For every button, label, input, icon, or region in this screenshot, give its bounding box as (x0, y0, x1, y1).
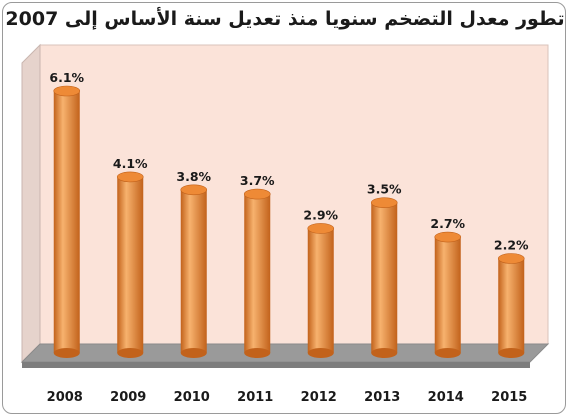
bar-body (434, 237, 461, 353)
bar-base (244, 348, 271, 358)
value-label-2012: 2.9% (303, 207, 338, 222)
bar-top (243, 188, 271, 200)
value-label-2014: 2.7% (430, 216, 465, 231)
bar-body (53, 91, 80, 353)
value-label-2009: 4.1% (113, 156, 148, 171)
bar-body (244, 194, 271, 353)
bar-base (371, 348, 398, 358)
bar-body (371, 202, 398, 353)
bar-top (53, 85, 81, 97)
value-label-2010: 3.8% (176, 169, 211, 184)
bar-body (117, 176, 144, 353)
bar-2015 (497, 253, 525, 358)
x-tick-2013: 2013 (364, 390, 400, 405)
x-tick-2009: 2009 (110, 390, 146, 405)
bar-body (307, 228, 334, 353)
bar-top (116, 171, 144, 183)
bar-2013 (370, 197, 398, 358)
bar-2012 (307, 223, 335, 358)
bar-body (498, 258, 525, 353)
x-tick-2014: 2014 (428, 390, 464, 405)
bar-base (180, 348, 207, 358)
x-tick-2010: 2010 (174, 390, 210, 405)
bars-group (53, 85, 525, 358)
chart-walls (20, 43, 550, 368)
value-label-2015: 2.2% (494, 238, 529, 253)
value-labels-group: 6.1% 4.1% 3.8% 3.7% 2.9% 3.5% 2.7% 2.2% (49, 70, 529, 253)
side-wall (21, 43, 41, 364)
value-label-2011: 3.7% (240, 173, 275, 188)
bar-top (434, 231, 462, 243)
back-wall (39, 44, 549, 345)
bar-top (370, 197, 398, 208)
x-tick-2012: 2012 (301, 390, 337, 405)
bar-base (53, 348, 80, 358)
x-tick-2011: 2011 (237, 390, 273, 405)
x-tick-2015: 2015 (491, 390, 527, 405)
bar-2011 (243, 188, 271, 358)
bar-base (498, 348, 525, 358)
bar-body (180, 189, 207, 353)
bar-2010 (180, 184, 208, 358)
bar-base (117, 348, 144, 358)
bar-top (180, 184, 208, 196)
bar-base (434, 348, 461, 358)
bar-2014 (434, 231, 462, 358)
bar-top (497, 253, 525, 264)
bar-2008 (53, 85, 81, 358)
value-label-2013: 3.5% (367, 182, 402, 197)
bar-2009 (116, 171, 144, 358)
x-tick-2008: 2008 (47, 390, 83, 405)
x-axis-labels-group: 2008 2009 2010 2011 2012 2013 2014 2015 (47, 390, 528, 405)
chart-title: تطور معدل التضخم سنويا منذ تعديل سنة الأ… (5, 8, 565, 30)
floor-edge (22, 362, 530, 368)
bar-base (307, 348, 334, 358)
floor-top (20, 343, 550, 363)
value-label-2008: 6.1% (49, 70, 84, 85)
bar-top (307, 223, 335, 234)
